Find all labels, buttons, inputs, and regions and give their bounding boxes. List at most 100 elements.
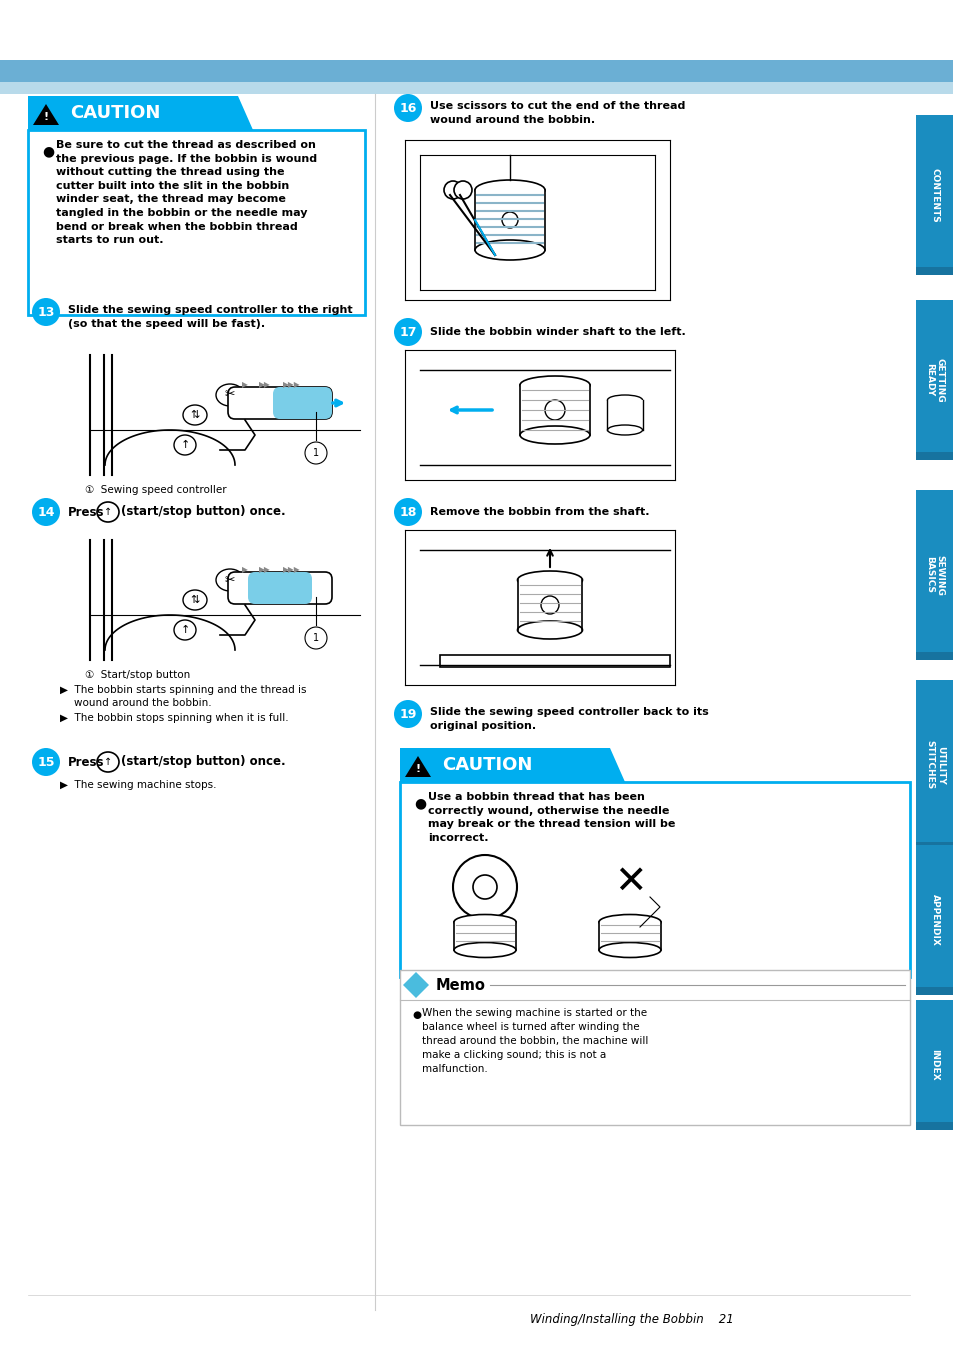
- Bar: [0, 82, 953, 94]
- Text: ▶  The sewing machine stops.: ▶ The sewing machine stops.: [60, 780, 216, 790]
- Text: UTILITY
STITCHES: UTILITY STITCHES: [924, 740, 943, 790]
- Text: ▶▶▶: ▶▶▶: [283, 566, 300, 574]
- Ellipse shape: [475, 240, 544, 260]
- Text: (start/stop button) once.: (start/stop button) once.: [121, 755, 285, 768]
- Text: ↑: ↑: [104, 507, 112, 518]
- Text: !: !: [44, 112, 49, 123]
- Text: ↑: ↑: [180, 625, 190, 635]
- Bar: [399, 971, 909, 1126]
- Circle shape: [32, 298, 60, 326]
- Bar: [915, 1122, 953, 1130]
- Bar: [915, 267, 953, 275]
- Text: Press: Press: [68, 755, 105, 768]
- Bar: [915, 115, 953, 275]
- FancyBboxPatch shape: [228, 572, 332, 604]
- Circle shape: [305, 627, 327, 648]
- Ellipse shape: [501, 212, 517, 228]
- Text: ●: ●: [414, 797, 426, 810]
- Text: Use a bobbin thread that has been
correctly wound, otherwise the needle
may brea: Use a bobbin thread that has been correc…: [428, 793, 675, 842]
- Bar: [915, 842, 953, 851]
- Bar: [915, 987, 953, 995]
- Bar: [0, 61, 953, 82]
- Text: 1: 1: [313, 448, 318, 458]
- Text: Use scissors to cut the end of the thread: Use scissors to cut the end of the threa…: [430, 101, 684, 111]
- Ellipse shape: [517, 621, 582, 639]
- Text: ⇅: ⇅: [190, 594, 199, 605]
- Bar: [439, 655, 669, 667]
- Bar: [915, 679, 953, 851]
- Circle shape: [394, 700, 421, 728]
- Bar: [606, 400, 642, 430]
- Text: ①  Sewing speed controller: ① Sewing speed controller: [85, 485, 227, 495]
- Polygon shape: [405, 756, 431, 776]
- Bar: [915, 301, 953, 460]
- Ellipse shape: [517, 572, 582, 589]
- FancyBboxPatch shape: [273, 387, 332, 419]
- Text: SEWING
BASICS: SEWING BASICS: [924, 554, 943, 596]
- Circle shape: [305, 442, 327, 464]
- Text: Remove the bobbin from the shaft.: Remove the bobbin from the shaft.: [430, 507, 649, 518]
- Text: ▶▶▶: ▶▶▶: [283, 380, 300, 390]
- Text: ▶▶: ▶▶: [259, 566, 271, 574]
- Bar: [915, 652, 953, 661]
- Text: ▶: ▶: [242, 566, 248, 574]
- Bar: [454, 922, 516, 950]
- Bar: [28, 129, 365, 315]
- Circle shape: [454, 181, 472, 200]
- Text: ✂: ✂: [225, 388, 235, 402]
- Ellipse shape: [173, 620, 195, 640]
- Text: ●: ●: [42, 144, 54, 158]
- Ellipse shape: [454, 942, 516, 957]
- Ellipse shape: [519, 426, 589, 443]
- Text: ●: ●: [412, 1010, 420, 1020]
- Text: When the sewing machine is started or the
balance wheel is turned after winding : When the sewing machine is started or th…: [421, 1008, 648, 1074]
- Text: 13: 13: [37, 306, 54, 318]
- Text: ▶  The bobbin stops spinning when it is full.: ▶ The bobbin stops spinning when it is f…: [60, 713, 289, 723]
- Bar: [517, 580, 581, 630]
- Text: ↑: ↑: [104, 758, 112, 767]
- Circle shape: [394, 94, 421, 123]
- Polygon shape: [402, 972, 429, 998]
- Ellipse shape: [607, 395, 641, 404]
- Text: ✂: ✂: [225, 573, 235, 586]
- Text: Memo: Memo: [436, 977, 485, 992]
- Text: 1: 1: [313, 634, 318, 643]
- Text: !: !: [415, 764, 420, 774]
- Bar: [598, 922, 660, 950]
- Text: Be sure to cut the thread as described on
the previous page. If the bobbin is wo: Be sure to cut the thread as described o…: [56, 140, 316, 245]
- Text: ✕: ✕: [613, 863, 645, 900]
- Ellipse shape: [97, 752, 119, 772]
- Bar: [475, 190, 544, 249]
- Bar: [915, 452, 953, 460]
- Circle shape: [540, 596, 558, 613]
- Bar: [399, 782, 909, 977]
- Text: 17: 17: [399, 325, 416, 338]
- Text: 15: 15: [37, 755, 54, 768]
- Ellipse shape: [215, 569, 244, 590]
- Text: Slide the sewing speed controller to the right: Slide the sewing speed controller to the…: [68, 305, 353, 315]
- Text: (start/stop button) once.: (start/stop button) once.: [121, 506, 285, 519]
- Polygon shape: [33, 104, 59, 125]
- Text: original position.: original position.: [430, 721, 536, 731]
- FancyBboxPatch shape: [228, 387, 332, 419]
- Circle shape: [394, 318, 421, 346]
- Ellipse shape: [607, 425, 641, 435]
- Ellipse shape: [475, 181, 544, 200]
- Bar: [915, 1000, 953, 1130]
- Circle shape: [453, 855, 517, 919]
- Text: ①  Start/stop button: ① Start/stop button: [85, 670, 190, 679]
- Ellipse shape: [173, 435, 195, 456]
- Text: ▶  The bobbin starts spinning and the thread is: ▶ The bobbin starts spinning and the thr…: [60, 685, 306, 696]
- Bar: [915, 491, 953, 661]
- Text: wound around the bobbin.: wound around the bobbin.: [430, 115, 595, 125]
- Text: 19: 19: [399, 708, 416, 720]
- Bar: [915, 845, 953, 995]
- Text: Slide the sewing speed controller back to its: Slide the sewing speed controller back t…: [430, 706, 708, 717]
- Text: Slide the bobbin winder shaft to the left.: Slide the bobbin winder shaft to the lef…: [430, 328, 685, 337]
- Text: Press: Press: [68, 506, 105, 519]
- Text: GETTING
READY: GETTING READY: [924, 357, 943, 402]
- Circle shape: [443, 181, 461, 200]
- Polygon shape: [28, 96, 253, 129]
- Text: APPENDIX: APPENDIX: [929, 894, 939, 946]
- Text: 14: 14: [37, 506, 54, 519]
